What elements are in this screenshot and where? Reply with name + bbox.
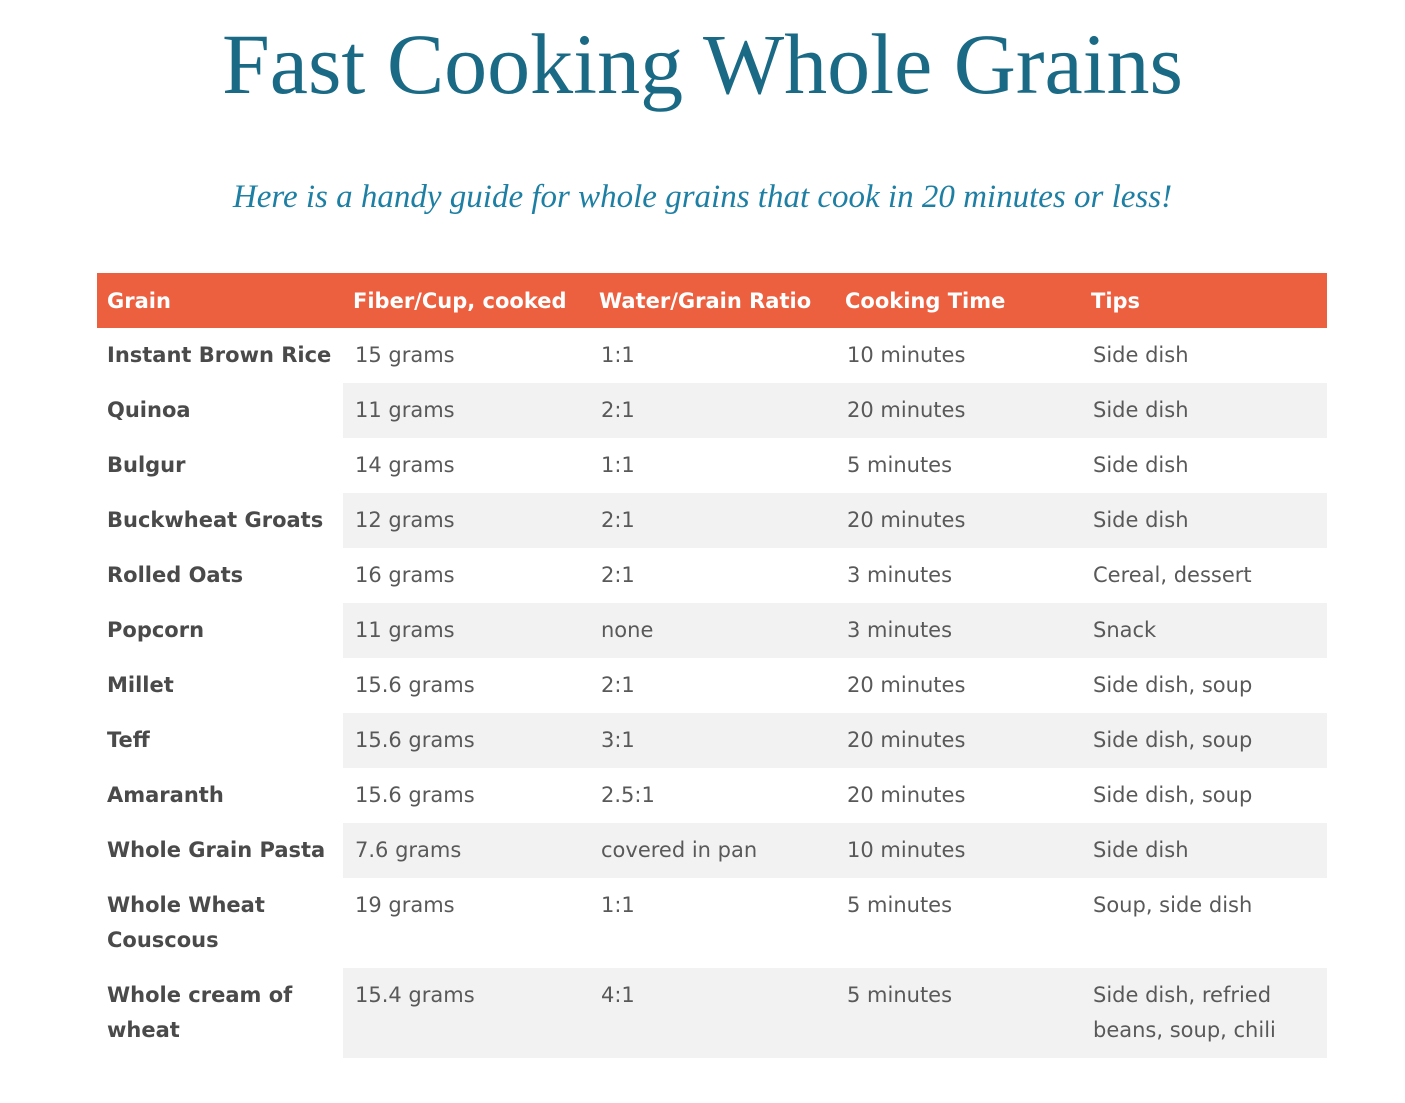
grain-cell: Teff bbox=[107, 728, 150, 752]
data-cell: 2:1 bbox=[601, 673, 635, 697]
table-row: Quinoa 11 grams 2:1 20 minutes Side dish bbox=[97, 383, 1327, 438]
data-cell: 1:1 bbox=[601, 893, 635, 917]
data-cell: 16 grams bbox=[355, 563, 455, 587]
data-cell: 20 minutes bbox=[835, 493, 1081, 548]
data-cell: 20 minutes bbox=[847, 673, 966, 697]
data-cell: Side dish, soup bbox=[1093, 673, 1253, 697]
header-cell: Tips bbox=[1081, 273, 1327, 328]
grain-cell: Amaranth bbox=[107, 783, 224, 807]
data-cell: 10 minutes bbox=[847, 343, 966, 367]
data-cell: 5 minutes bbox=[847, 893, 953, 917]
header-cell: Fiber/Cup, cooked bbox=[343, 273, 589, 328]
data-cell: Side dish bbox=[1081, 383, 1327, 438]
data-cell: 3:1 bbox=[589, 713, 835, 768]
grain-cell: Popcorn bbox=[107, 618, 205, 642]
data-cell: 1:1 bbox=[601, 343, 635, 367]
data-cell: 11 grams bbox=[343, 603, 589, 658]
data-cell: 20 minutes bbox=[835, 383, 1081, 438]
data-cell: none bbox=[589, 603, 835, 658]
data-cell: 5 minutes bbox=[847, 453, 953, 477]
data-cell: 1:1 bbox=[601, 453, 635, 477]
data-cell: 10 minutes bbox=[835, 823, 1081, 878]
table-row: Teff 15.6 grams 3:1 20 minutes Side dish, so… bbox=[97, 713, 1327, 768]
data-cell: Side dish bbox=[1093, 343, 1189, 367]
data-cell: 5 minutes bbox=[835, 968, 1081, 1058]
grain-cell: Bulgur bbox=[107, 453, 186, 477]
header-cell: Water/Grain Ratio bbox=[589, 273, 835, 328]
data-cell: 15 grams bbox=[355, 343, 455, 367]
data-cell: 14 grams bbox=[355, 453, 455, 477]
data-cell: 7.6 grams bbox=[343, 823, 589, 878]
title: Fast Cooking Whole Grains bbox=[221, 16, 1184, 112]
table-row: Rolled Oats 16 grams 2:1 3 minutes Cereal, d… bbox=[97, 548, 1327, 603]
subtitle: Here is a handy guide for whole grains t… bbox=[232, 179, 1173, 215]
data-cell: 11 grams bbox=[343, 383, 589, 438]
grain-cell: Quinoa bbox=[107, 398, 191, 422]
header-cell: Cooking Time bbox=[835, 273, 1081, 328]
data-cell: covered in pan bbox=[589, 823, 835, 878]
grain-cell: Whole Wheat Couscous bbox=[107, 893, 265, 952]
table-row: Popcorn 11 grams none 3 minutes Snack bbox=[97, 603, 1327, 658]
data-cell: 4:1 bbox=[589, 968, 835, 1058]
data-cell: 3 minutes bbox=[847, 563, 953, 587]
data-cell: 12 grams bbox=[343, 493, 589, 548]
table-row: Buckwheat Groats 12 grams 2:1 20 minutes Sid… bbox=[97, 493, 1327, 548]
data-cell: Side dish bbox=[1081, 493, 1327, 548]
grain-cell: Instant Brown Rice bbox=[107, 343, 332, 367]
data-cell: 19 grams bbox=[355, 893, 455, 917]
data-cell: 20 minutes bbox=[835, 713, 1081, 768]
grain-cell: Millet bbox=[107, 673, 174, 697]
data-cell: Cereal, dessert bbox=[1093, 563, 1252, 587]
table-row: Instant Brown Rice 15 grams 1:1 10 minutes S… bbox=[97, 328, 1327, 383]
header-cell: Grain bbox=[97, 273, 343, 328]
data-cell: 20 minutes bbox=[847, 783, 966, 807]
data-cell: Side dish bbox=[1081, 823, 1327, 878]
grain-cell: Buckwheat Groats bbox=[107, 508, 324, 532]
table-row: Whole Grain Pasta 7.6 grams covered in pan… bbox=[97, 823, 1327, 878]
data-cell: 2.5:1 bbox=[601, 783, 655, 807]
table-row: Whole cream of wheat 15.4 grams 4:1 5 minut… bbox=[97, 968, 1327, 1058]
data-cell: Side dish, refried beans, soup, chili bbox=[1081, 968, 1327, 1058]
data-cell: 15.6 grams bbox=[355, 673, 475, 697]
table-body: Instant Brown Rice 15 grams 1:1 10 minutes S… bbox=[97, 328, 1327, 1058]
table-row: Amaranth 15.6 grams 2.5:1 20 minutes Side di… bbox=[97, 768, 1327, 823]
data-cell: 15.4 grams bbox=[343, 968, 589, 1058]
grain-cell: Whole Grain Pasta bbox=[107, 838, 326, 862]
data-cell: Side dish, soup bbox=[1093, 783, 1253, 807]
data-cell: Side dish bbox=[1093, 453, 1189, 477]
data-cell: 2:1 bbox=[589, 493, 835, 548]
grain-cell: Whole cream of wheat bbox=[107, 983, 293, 1042]
header-row: Grain Fiber/Cup, cooked Water/Grain Ratio C… bbox=[97, 273, 1327, 328]
table-row: Whole Wheat Couscous 19 grams 1:1 5 minutes… bbox=[97, 878, 1327, 968]
table-row: Bulgur 14 grams 1:1 5 minutes Side dish bbox=[97, 438, 1327, 493]
data-cell: 2:1 bbox=[589, 383, 835, 438]
data-cell: Side dish, soup bbox=[1081, 713, 1327, 768]
grain-cell: Rolled Oats bbox=[107, 563, 244, 587]
data-cell: Soup, side dish bbox=[1093, 893, 1253, 917]
data-cell: 3 minutes bbox=[835, 603, 1081, 658]
data-cell: 2:1 bbox=[601, 563, 635, 587]
grain-table: Grain Fiber/Cup, cooked Water/Grain Ratio C… bbox=[97, 273, 1327, 1058]
data-cell: 15.6 grams bbox=[355, 783, 475, 807]
table-row: Millet 15.6 grams 2:1 20 minutes Side dish, … bbox=[97, 658, 1327, 713]
data-cell: Snack bbox=[1081, 603, 1327, 658]
data-cell: 15.6 grams bbox=[343, 713, 589, 768]
